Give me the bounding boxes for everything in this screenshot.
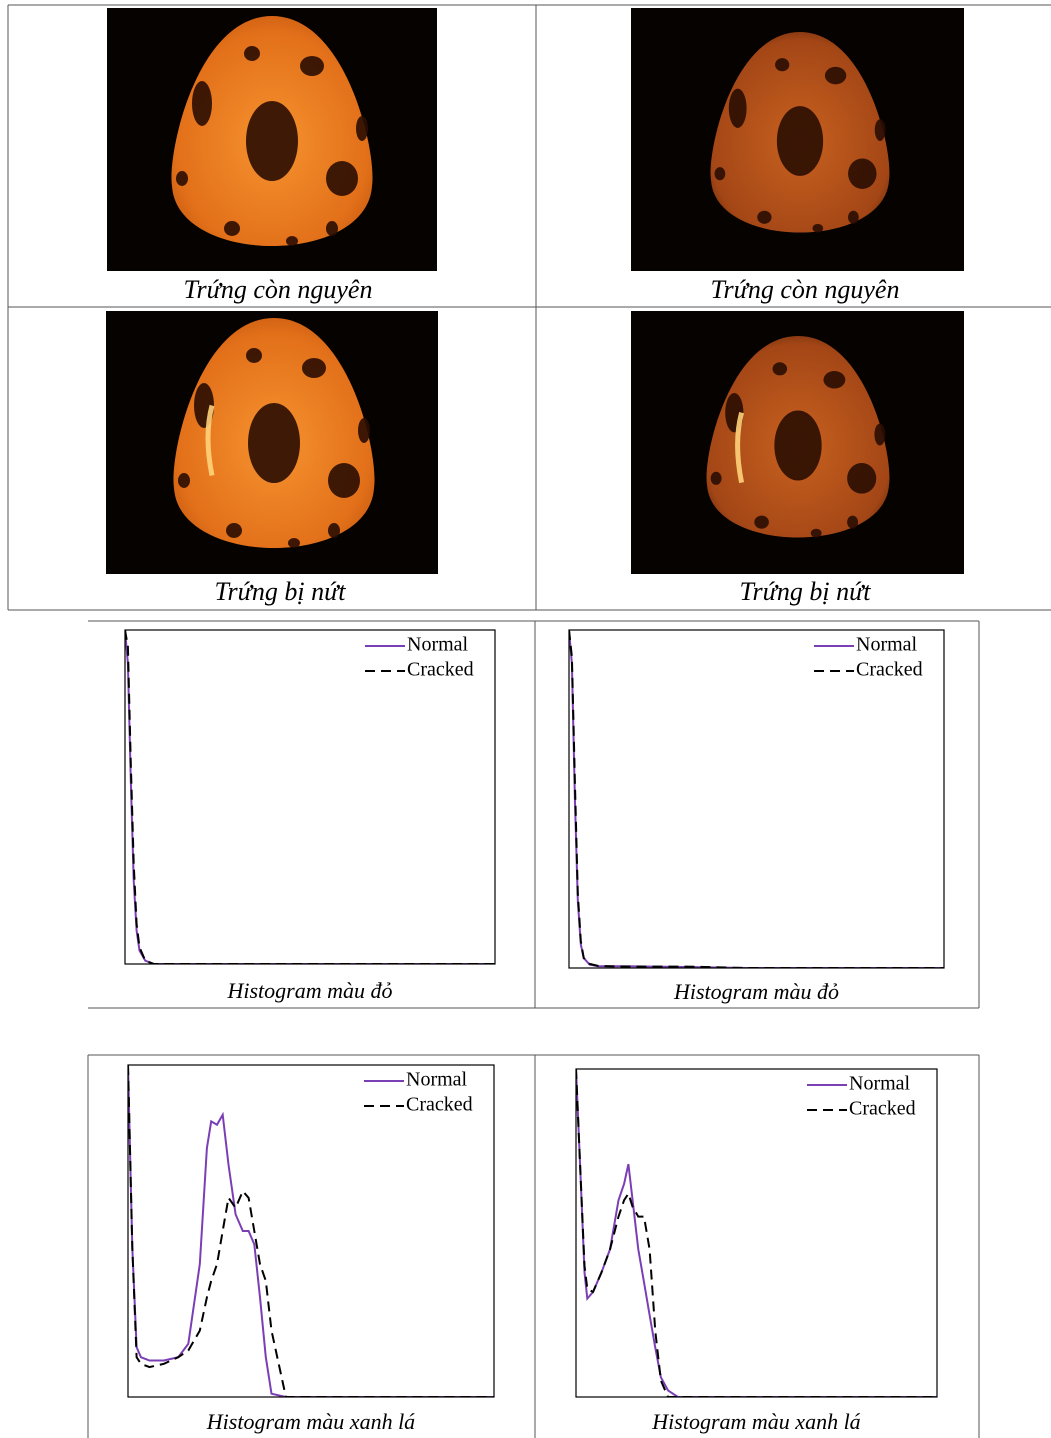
egg-caption: Trứng còn nguyên bbox=[184, 275, 373, 304]
egg-spot bbox=[811, 529, 822, 538]
egg-spot bbox=[226, 523, 242, 538]
egg-spot bbox=[711, 472, 722, 485]
egg-spot bbox=[326, 221, 338, 236]
series-line bbox=[569, 630, 944, 968]
egg-spot bbox=[288, 538, 300, 548]
egg-spot bbox=[300, 56, 324, 76]
egg-image bbox=[631, 311, 964, 574]
egg-spot bbox=[848, 211, 859, 224]
page: Trứng còn nguyên Trứng còn nguyên Trứng … bbox=[0, 0, 1051, 1438]
egg-spot bbox=[328, 523, 340, 538]
egg-spot bbox=[246, 348, 262, 363]
egg-caption: Trứng bị nứt bbox=[215, 577, 347, 606]
histogram: Normal Cracked Histogram màu xanh lá bbox=[576, 1069, 937, 1434]
legend-label: Normal bbox=[856, 634, 918, 656]
egg-image bbox=[631, 8, 964, 271]
egg-spot bbox=[224, 221, 240, 236]
histogram-caption: Histogram màu đỏ bbox=[673, 979, 839, 1004]
egg-spot bbox=[774, 410, 821, 480]
egg-image bbox=[107, 8, 437, 271]
egg-spot bbox=[825, 67, 846, 84]
egg-spot bbox=[328, 463, 360, 498]
egg-spot bbox=[775, 58, 789, 71]
egg-spot bbox=[875, 119, 886, 141]
legend-label: Normal bbox=[407, 634, 469, 656]
egg-spot bbox=[823, 371, 845, 389]
egg-spot bbox=[178, 473, 190, 488]
egg-spot bbox=[192, 81, 212, 126]
egg-spot bbox=[244, 46, 260, 61]
egg-spot bbox=[848, 158, 876, 189]
histogram-caption: Histogram màu xanh lá bbox=[206, 1409, 415, 1434]
egg-spot bbox=[176, 171, 188, 186]
egg-spot bbox=[358, 418, 370, 443]
histogram-table bbox=[88, 621, 979, 1438]
legend-label: Normal bbox=[406, 1069, 468, 1091]
series-line bbox=[569, 630, 944, 968]
egg-spot bbox=[356, 116, 368, 141]
egg-caption: Trứng còn nguyên bbox=[711, 275, 900, 304]
legend-label: Normal bbox=[849, 1073, 911, 1095]
plot-frame bbox=[569, 630, 944, 968]
egg-spot bbox=[302, 358, 326, 378]
egg-spot bbox=[777, 106, 823, 176]
egg-image bbox=[106, 311, 438, 574]
egg-spot bbox=[754, 516, 769, 529]
histogram: Normal Cracked Histogram màu xanh lá bbox=[128, 1065, 494, 1434]
histogram-caption: Histogram màu đỏ bbox=[226, 978, 392, 1003]
egg-spot bbox=[874, 424, 885, 446]
legend-label: Cracked bbox=[406, 1094, 473, 1116]
egg-spot bbox=[246, 101, 298, 181]
egg-spot bbox=[757, 211, 771, 224]
legend-label: Cracked bbox=[856, 659, 923, 681]
histogram-caption: Histogram màu xanh lá bbox=[651, 1409, 860, 1434]
egg-spot bbox=[847, 463, 876, 494]
egg-spot bbox=[847, 516, 858, 529]
egg-spot bbox=[286, 236, 298, 246]
egg-spot bbox=[729, 89, 747, 128]
histogram: Normal Cracked Histogram màu đỏ bbox=[569, 630, 944, 1004]
egg-spot bbox=[812, 224, 823, 233]
histogram: Normal Cracked Histogram màu đỏ bbox=[125, 630, 495, 1003]
egg-spot bbox=[326, 161, 358, 196]
legend-label: Cracked bbox=[407, 659, 474, 681]
legend-label: Cracked bbox=[849, 1098, 916, 1120]
egg-spot bbox=[715, 167, 726, 180]
egg-caption: Trứng bị nứt bbox=[740, 577, 872, 606]
egg-spot bbox=[248, 403, 300, 483]
egg-spot bbox=[773, 362, 788, 375]
